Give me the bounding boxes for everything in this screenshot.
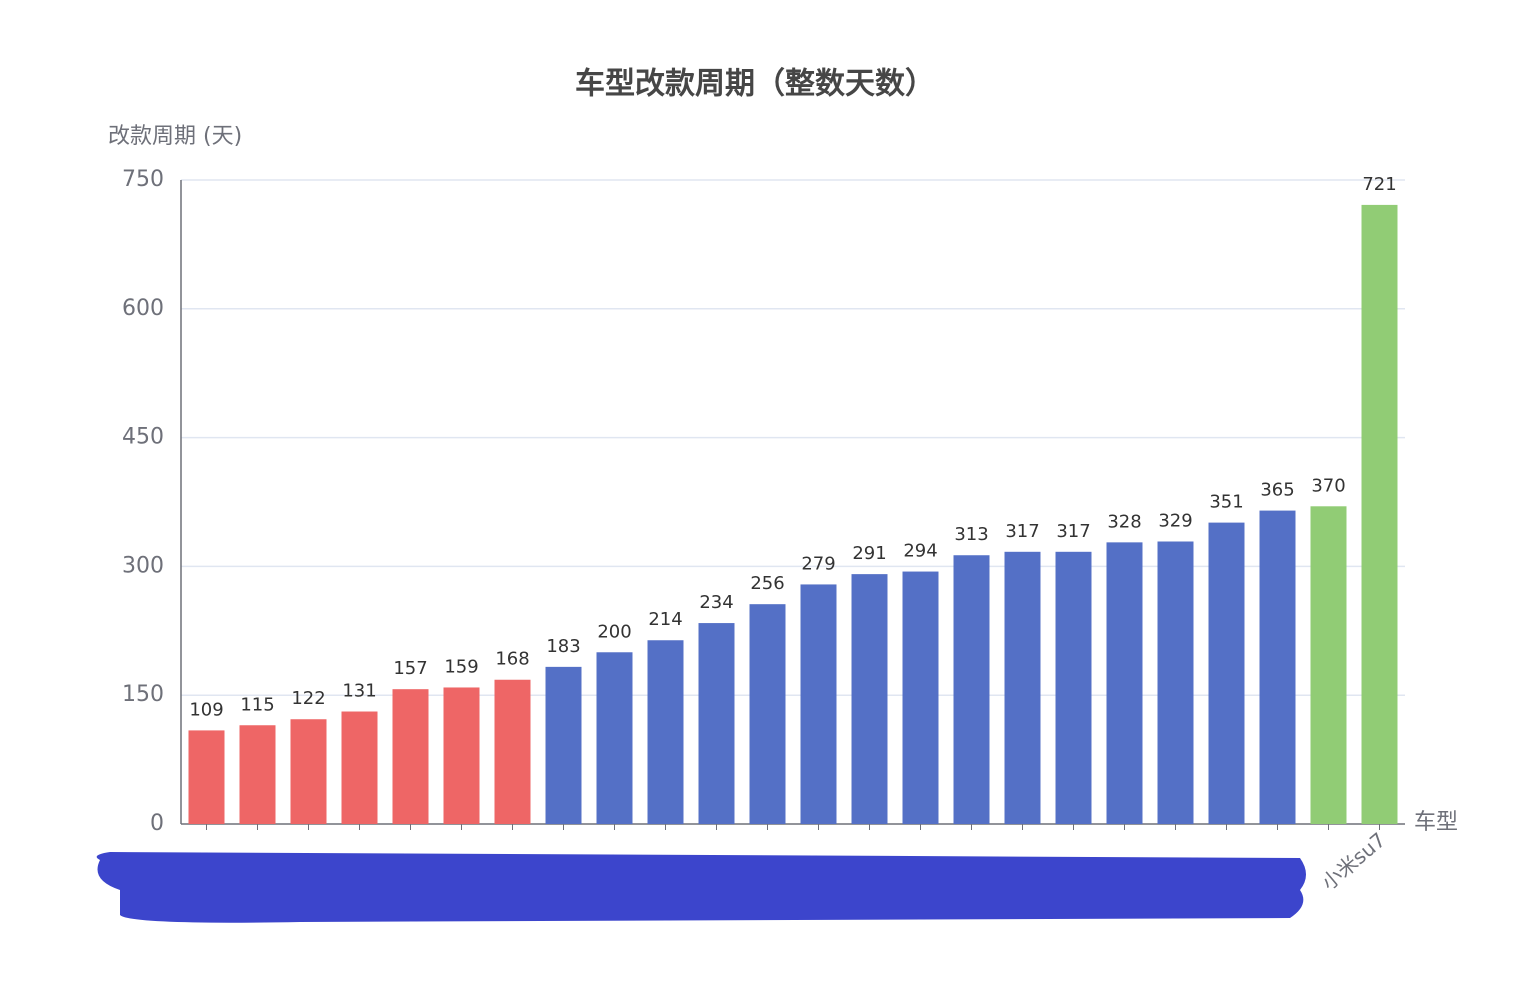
x-tick-label: 小米su7	[1317, 828, 1391, 895]
bar	[1208, 522, 1245, 824]
value-label: 329	[1158, 510, 1192, 531]
plot: 0 150 300 450 600 750 109 115 122 131 157 159 168 183…	[122, 167, 1405, 895]
y-axis-label: 改款周期 (天)	[108, 124, 242, 149]
scribble-cover	[96, 852, 1307, 923]
value-label: 313	[954, 524, 988, 545]
y-tick-label: 450	[122, 425, 164, 450]
bar	[341, 711, 378, 824]
value-label: 351	[1209, 492, 1243, 513]
bar	[443, 687, 480, 824]
bar	[800, 584, 837, 824]
value-label: 183	[546, 636, 580, 657]
bar	[1004, 551, 1041, 824]
value-label: 328	[1107, 511, 1141, 532]
bar	[953, 555, 990, 824]
value-label: 294	[903, 541, 937, 562]
bar	[290, 719, 327, 824]
bar	[902, 571, 939, 824]
bar	[1259, 510, 1296, 824]
bar	[698, 623, 735, 824]
bar	[494, 679, 531, 824]
y-tick-label: 150	[122, 682, 164, 707]
value-label: 279	[801, 553, 835, 574]
y-tick-label: 600	[122, 296, 164, 321]
bar	[545, 666, 582, 824]
value-label: 370	[1311, 475, 1345, 496]
value-label: 317	[1056, 521, 1090, 542]
x-axis-label: 车型	[1414, 810, 1458, 835]
value-label: 157	[393, 658, 427, 679]
bar	[188, 730, 225, 824]
value-label: 214	[648, 609, 682, 630]
bar	[239, 725, 276, 824]
value-label: 159	[444, 656, 478, 677]
bar	[1361, 204, 1398, 824]
bar	[1055, 551, 1092, 824]
y-tick-label: 300	[122, 553, 164, 578]
value-label: 234	[699, 592, 733, 613]
value-label: 365	[1260, 480, 1294, 501]
value-label: 122	[291, 688, 325, 709]
value-label: 115	[240, 694, 274, 715]
value-label: 291	[852, 543, 886, 564]
bar	[1157, 541, 1194, 824]
value-label: 721	[1362, 174, 1396, 195]
value-label: 131	[342, 681, 376, 702]
value-label: 200	[597, 621, 631, 642]
value-label: 168	[495, 649, 529, 670]
y-tick-label: 0	[150, 811, 164, 836]
bar	[1106, 542, 1143, 824]
value-label: 256	[750, 573, 784, 594]
chart-title: 车型改款周期（整数天数）	[575, 67, 935, 102]
value-label: 317	[1005, 521, 1039, 542]
bar	[851, 574, 888, 824]
bar	[647, 640, 684, 824]
y-tick-label: 750	[122, 167, 164, 192]
bar	[596, 652, 633, 824]
value-label: 109	[189, 699, 223, 720]
bar	[392, 689, 429, 824]
bar	[1310, 506, 1347, 824]
bar	[749, 604, 786, 824]
